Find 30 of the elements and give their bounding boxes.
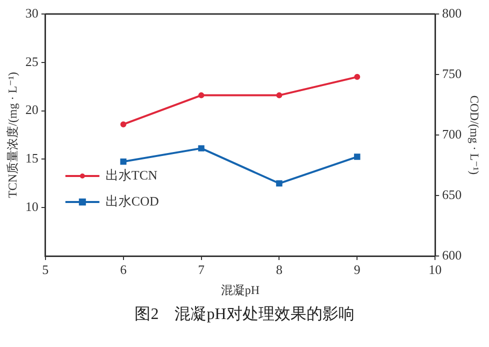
y2-tick-label: 700 bbox=[442, 126, 462, 142]
x-axis-title: 混凝pH bbox=[220, 282, 260, 297]
x-tick-label: 5 bbox=[42, 262, 49, 278]
x-tick-label: 9 bbox=[354, 262, 360, 278]
x-tick-label: 8 bbox=[276, 262, 282, 278]
y2-tick-label: 650 bbox=[442, 186, 462, 202]
legend-label: 出水TCN bbox=[105, 167, 158, 182]
point bbox=[198, 92, 204, 98]
y-tick-label: 20 bbox=[25, 102, 38, 118]
point bbox=[354, 74, 360, 80]
y-tick-label: 30 bbox=[25, 5, 38, 20]
legend-label: 出水COD bbox=[105, 193, 159, 208]
point bbox=[120, 158, 126, 165]
point bbox=[276, 180, 282, 187]
y2-tick-label: 600 bbox=[442, 247, 462, 262]
y-axis-title: TCN质量浓度/(mg · L⁻¹) bbox=[5, 72, 20, 198]
point bbox=[198, 145, 204, 152]
point bbox=[120, 121, 126, 128]
y-tick-label: 15 bbox=[25, 150, 38, 166]
y2-axis-title: COD/(mg · L⁻¹) bbox=[468, 95, 482, 175]
y2-tick-label: 800 bbox=[442, 5, 462, 20]
point bbox=[354, 154, 360, 160]
caption: 图2 混凝pH对处理效果的影响 bbox=[134, 304, 356, 325]
y-tick-label: 25 bbox=[25, 54, 38, 69]
y2-tick-label: 750 bbox=[442, 66, 462, 81]
x-tick-label: 7 bbox=[198, 262, 206, 278]
point bbox=[276, 92, 282, 98]
x-tick-label: 6 bbox=[120, 262, 128, 278]
y-tick-label: 10 bbox=[25, 199, 38, 214]
x-tick-label: 10 bbox=[428, 262, 442, 278]
